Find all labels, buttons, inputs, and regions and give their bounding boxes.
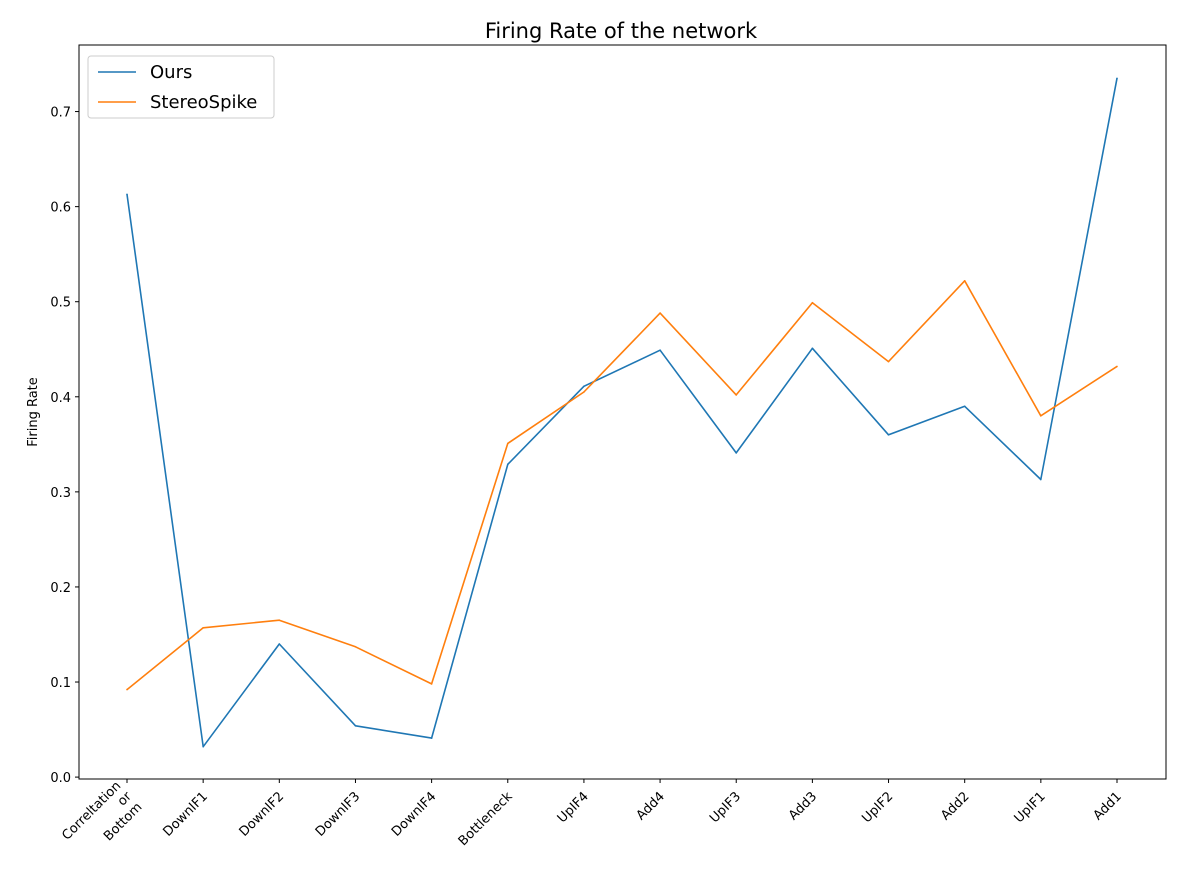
data-point-stereospike xyxy=(354,646,357,648)
data-point-ours xyxy=(735,452,737,454)
data-point-stereospike xyxy=(202,627,204,629)
y-tick-label: 0.5 xyxy=(50,296,71,311)
data-point-stereospike xyxy=(278,619,281,621)
data-point-ours xyxy=(1040,478,1042,481)
series-lines xyxy=(126,77,1118,748)
data-point-stereospike xyxy=(887,360,890,363)
data-point-stereospike xyxy=(126,688,128,691)
y-tick-label: 0.0 xyxy=(50,771,71,786)
y-axis: 0.0 0.1 0.2 0.3 0.4 0.5 0.6 0.7 xyxy=(50,106,79,786)
data-point-ours xyxy=(430,737,433,739)
data-point-ours xyxy=(126,193,128,196)
y-tick-label: 0.7 xyxy=(50,106,71,121)
data-point-ours xyxy=(583,385,585,388)
data-point-ours xyxy=(887,434,890,436)
series-line-stereospike xyxy=(126,279,1118,691)
legend-label-stereospike: StereoSpike xyxy=(150,92,257,113)
data-point-ours xyxy=(507,463,509,466)
chart-title: Firing Rate of the network xyxy=(485,19,758,43)
y-tick-label: 0.6 xyxy=(50,201,71,216)
y-axis-label: Firing Rate xyxy=(26,377,41,447)
data-point-ours xyxy=(1116,77,1118,80)
y-tick-label: 0.3 xyxy=(50,486,71,501)
data-point-stereospike xyxy=(963,280,966,282)
data-point-stereospike xyxy=(1116,365,1118,368)
data-point-ours xyxy=(354,725,357,727)
data-point-stereospike xyxy=(659,312,661,314)
data-point-stereospike xyxy=(811,301,814,304)
data-point-stereospike xyxy=(1040,415,1042,417)
series-line-ours xyxy=(126,78,1118,748)
data-point-ours xyxy=(278,643,281,645)
data-point-ours xyxy=(202,745,204,748)
plot-area-frame xyxy=(78,44,1167,780)
y-tick-label: 0.1 xyxy=(50,676,71,691)
data-point-ours xyxy=(963,405,966,408)
data-point-stereospike xyxy=(735,394,737,396)
data-point-stereospike xyxy=(583,391,585,393)
y-tick-label: 0.4 xyxy=(50,391,71,406)
legend: Ours StereoSpike xyxy=(87,55,275,119)
data-point-stereospike xyxy=(507,442,509,445)
legend-label-ours: Ours xyxy=(150,62,192,83)
data-point-ours xyxy=(659,349,661,352)
y-tick-label: 0.2 xyxy=(50,581,71,596)
data-point-ours xyxy=(811,347,814,350)
data-point-stereospike xyxy=(430,683,433,685)
